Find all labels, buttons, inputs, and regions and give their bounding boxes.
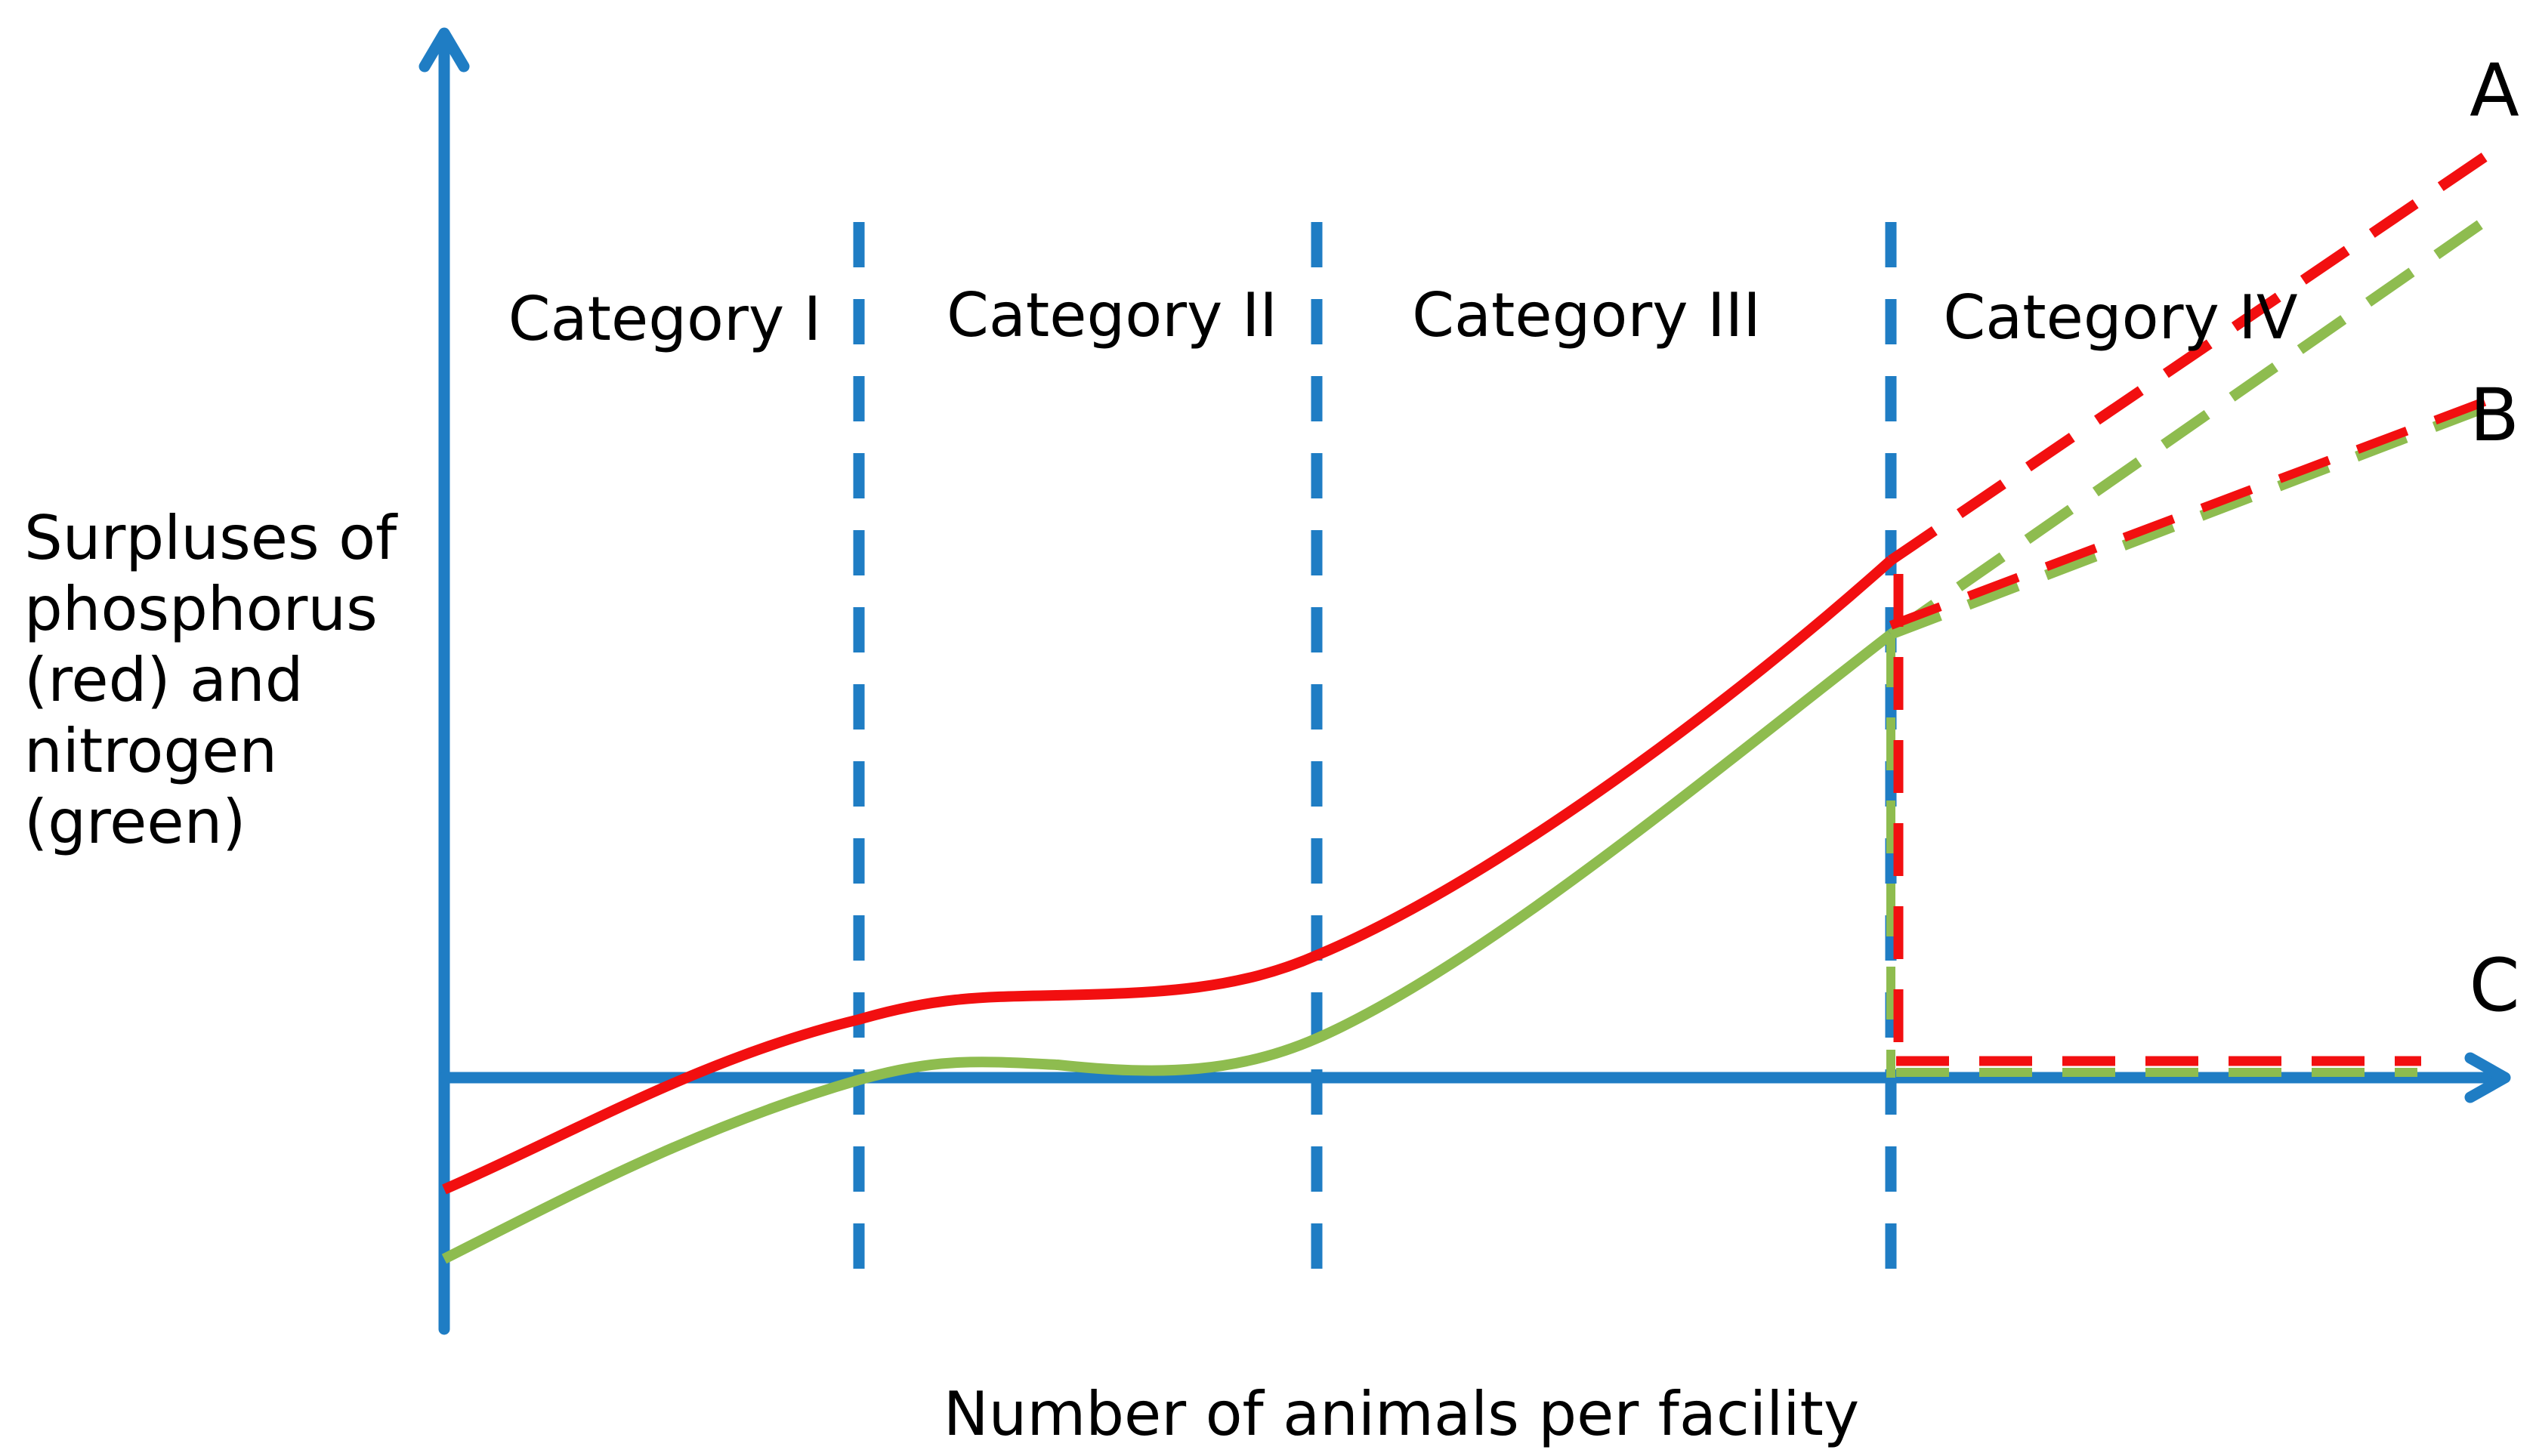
y-axis-label-line-5: (green) — [24, 787, 246, 857]
y-axis-label: Surpluses of phosphorus (red) and nitrog… — [24, 503, 398, 857]
scenario-label-b: B — [2470, 373, 2519, 458]
scenario-label-a: A — [2470, 48, 2519, 133]
scenario-label-c: C — [2469, 943, 2519, 1028]
category-label-2: Category II — [947, 280, 1277, 350]
y-axis-arrowhead — [419, 27, 470, 72]
category-dividers — [853, 222, 1897, 1293]
scenario-b-nitrogen — [1889, 395, 2507, 640]
y-axis-label-line-4: nitrogen — [24, 716, 277, 786]
x-axis-arrowhead — [2464, 1052, 2511, 1103]
scenario-b-phosphorus — [1889, 390, 2507, 630]
axes — [419, 27, 2511, 1335]
category-label-3: Category III — [1412, 280, 1761, 350]
category-label-4: Category IV — [1943, 282, 2297, 353]
y-axis-label-line-3: (red) and — [24, 645, 304, 715]
scenario-a-nitrogen — [1888, 203, 2507, 639]
category-label-1: Category I — [508, 284, 821, 354]
nitrogen-curve — [441, 630, 1895, 1264]
phosphorus-curve — [442, 556, 1895, 1195]
y-axis-label-line-1: Surpluses of — [24, 503, 398, 573]
x-axis-label: Number of animals per facility — [944, 1379, 1859, 1449]
scenario-a-phosphorus — [1888, 139, 2507, 565]
y-axis-label-line-2: phosphorus — [24, 574, 378, 644]
